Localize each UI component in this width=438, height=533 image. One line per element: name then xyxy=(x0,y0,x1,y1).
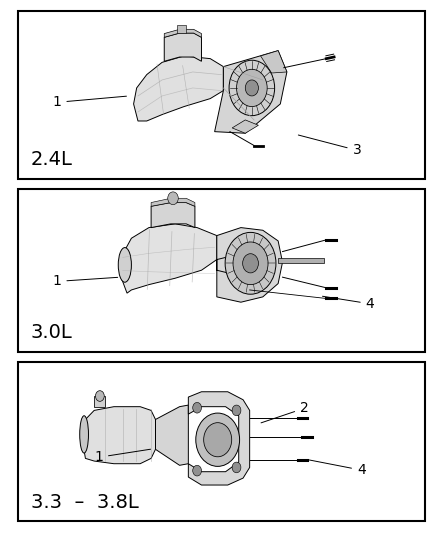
Ellipse shape xyxy=(118,247,131,282)
Text: 2.4L: 2.4L xyxy=(31,150,73,169)
Bar xyxy=(18,189,425,352)
Circle shape xyxy=(243,254,258,273)
Polygon shape xyxy=(151,198,195,206)
Polygon shape xyxy=(120,224,217,293)
Polygon shape xyxy=(188,392,250,485)
Text: 4: 4 xyxy=(322,296,374,311)
Circle shape xyxy=(225,232,276,294)
Circle shape xyxy=(229,60,275,116)
Bar xyxy=(18,362,425,521)
Text: 1: 1 xyxy=(53,274,118,288)
Polygon shape xyxy=(177,25,186,33)
Circle shape xyxy=(232,405,241,416)
Polygon shape xyxy=(134,56,223,121)
Polygon shape xyxy=(155,405,188,465)
Circle shape xyxy=(232,462,241,473)
Polygon shape xyxy=(278,258,324,263)
Circle shape xyxy=(196,413,240,466)
Circle shape xyxy=(237,69,267,107)
Text: 1: 1 xyxy=(94,449,151,464)
Circle shape xyxy=(193,465,201,476)
Bar xyxy=(18,11,425,179)
Text: 3.0L: 3.0L xyxy=(31,323,72,342)
Text: 3.3  –  3.8L: 3.3 – 3.8L xyxy=(31,492,138,512)
Circle shape xyxy=(193,402,201,413)
Polygon shape xyxy=(94,396,105,407)
Text: 3: 3 xyxy=(298,135,361,157)
Polygon shape xyxy=(215,51,287,133)
Polygon shape xyxy=(232,120,258,133)
Text: 1: 1 xyxy=(53,95,127,109)
Circle shape xyxy=(233,242,268,285)
Circle shape xyxy=(95,391,104,401)
Text: 2: 2 xyxy=(261,401,309,423)
Ellipse shape xyxy=(80,416,88,453)
Polygon shape xyxy=(261,51,287,73)
Polygon shape xyxy=(82,407,155,464)
Polygon shape xyxy=(164,29,201,37)
Text: 4: 4 xyxy=(309,460,366,477)
Circle shape xyxy=(245,80,258,96)
Polygon shape xyxy=(151,203,195,228)
Polygon shape xyxy=(164,33,201,61)
Circle shape xyxy=(204,423,232,457)
Circle shape xyxy=(168,192,178,205)
Polygon shape xyxy=(217,228,283,302)
